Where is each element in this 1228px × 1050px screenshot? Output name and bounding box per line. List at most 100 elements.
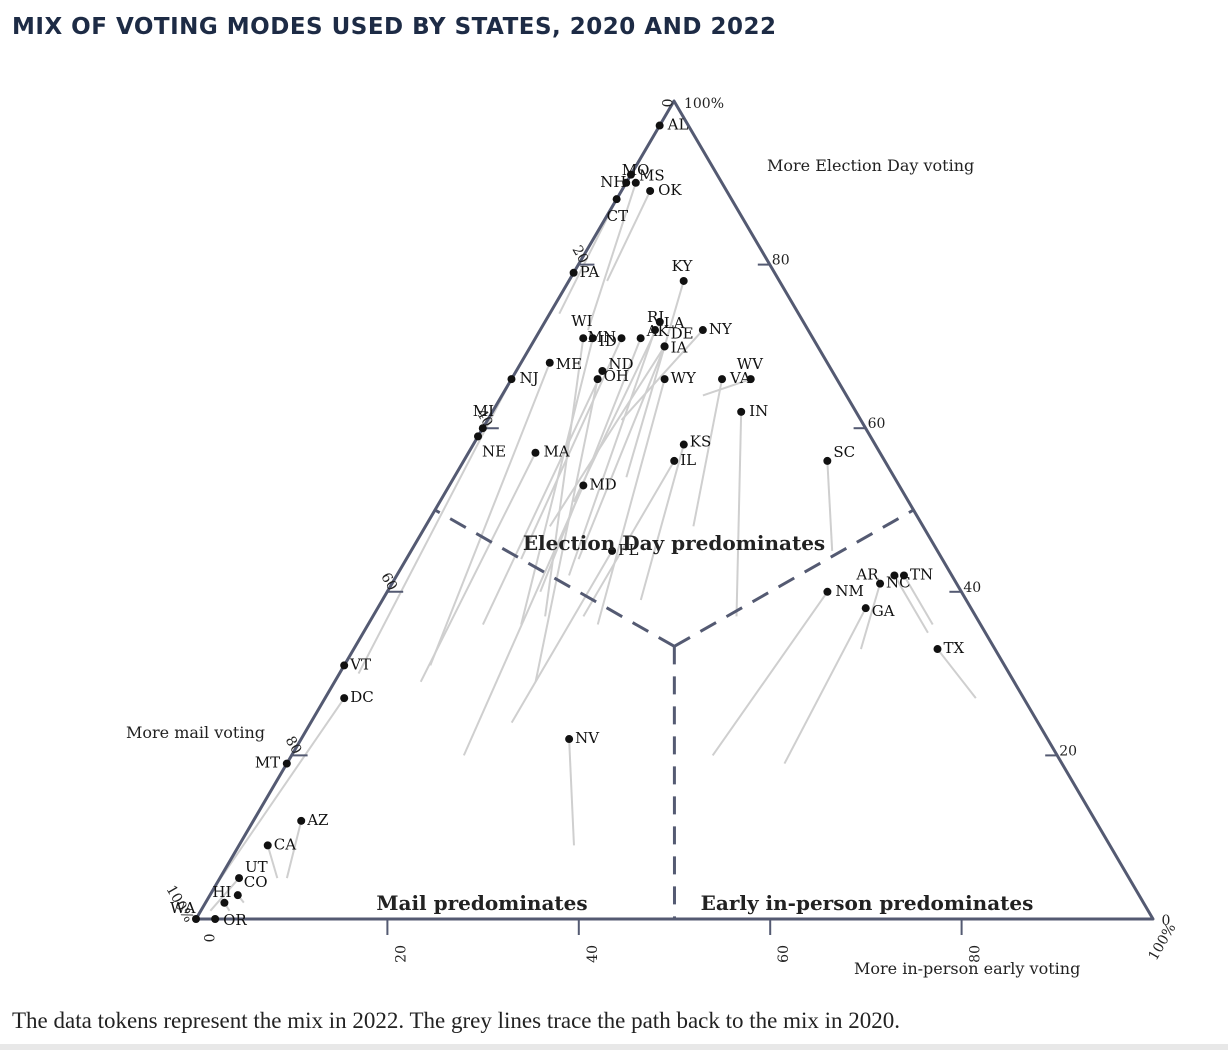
trace-line-ca — [266, 845, 279, 879]
point-ca[interactable] — [263, 841, 272, 850]
point-ms[interactable] — [626, 170, 635, 179]
tick-ed-100: 100% — [684, 96, 724, 112]
footer-band — [0, 1044, 1228, 1050]
trace-line-de — [549, 345, 666, 527]
chart-title: MIX OF VOTING MODES USED BY STATES, 2020… — [12, 14, 777, 40]
point-ar[interactable] — [890, 571, 899, 580]
point-vt[interactable] — [340, 661, 349, 670]
point-label-al: AL — [667, 116, 689, 134]
point-mo[interactable] — [631, 178, 640, 187]
trace-line-ma — [419, 452, 537, 683]
trace-line-wi — [544, 338, 585, 617]
point-ny[interactable] — [698, 326, 707, 335]
point-ma[interactable] — [531, 448, 540, 457]
point-label-nc: NC — [886, 574, 911, 592]
point-label-mt: MT — [255, 754, 280, 772]
point-label-va: VA — [729, 369, 751, 387]
region-label-mail: Mail predominates — [376, 891, 587, 915]
point-label-ma: MA — [543, 443, 569, 461]
point-sc[interactable] — [823, 456, 832, 465]
point-label-hi: HI — [212, 883, 231, 901]
point-ne[interactable] — [474, 432, 483, 441]
point-ky[interactable] — [679, 276, 688, 285]
trace-line-oh — [534, 378, 599, 682]
point-ok[interactable] — [646, 186, 655, 195]
point-label-ct: CT — [607, 207, 628, 225]
trace-line-az — [285, 820, 303, 879]
point-nc[interactable] — [876, 579, 885, 588]
point-ga[interactable] — [861, 604, 870, 613]
point-nv[interactable] — [565, 735, 574, 744]
point-ct[interactable] — [612, 195, 621, 204]
point-az[interactable] — [297, 816, 306, 825]
trace-line-wy — [596, 378, 666, 625]
point-wi[interactable] — [579, 334, 588, 343]
tick-ed-60: 60 — [868, 416, 886, 432]
point-mn[interactable] — [617, 334, 626, 343]
point-label-az: AZ — [306, 811, 328, 829]
point-in[interactable] — [737, 407, 746, 416]
trace-line-me — [429, 362, 551, 666]
point-label-il: IL — [680, 451, 696, 469]
point-label-la: LA — [664, 314, 685, 332]
divider-mail-electionday — [434, 508, 676, 648]
tick-ed-40: 40 — [963, 580, 981, 596]
point-ri[interactable] — [651, 326, 659, 335]
tick-mail-40: 40 — [473, 406, 496, 429]
point-la[interactable] — [655, 317, 664, 326]
point-md[interactable] — [579, 481, 588, 490]
tick-mail-0: 0 — [1162, 913, 1171, 929]
point-al[interactable] — [655, 121, 664, 130]
point-id[interactable] — [588, 334, 597, 343]
point-pa[interactable] — [569, 268, 578, 277]
triangle-frame — [194, 99, 1155, 921]
point-wv[interactable] — [746, 375, 755, 384]
point-ut[interactable] — [235, 874, 244, 883]
point-nh[interactable] — [622, 178, 631, 187]
tick-ed-80: 80 — [772, 253, 790, 269]
point-va[interactable] — [718, 375, 727, 384]
trace-line-va — [692, 378, 724, 527]
trace-line-ny — [620, 329, 704, 421]
point-wy[interactable] — [660, 375, 669, 384]
trace-line-wv — [702, 378, 752, 397]
point-label-nh: NH — [600, 173, 626, 191]
trace-line-tn — [903, 574, 934, 626]
point-label-oh: OH — [604, 367, 629, 385]
point-nm[interactable] — [823, 587, 832, 596]
point-ak[interactable] — [636, 334, 645, 343]
point-label-de: DE — [671, 324, 694, 342]
point-il[interactable] — [670, 456, 679, 465]
point-tn[interactable] — [899, 571, 908, 580]
divider-early-electionday — [673, 508, 915, 648]
point-dc[interactable] — [340, 694, 349, 703]
point-ia[interactable] — [660, 342, 669, 351]
point-mi[interactable] — [478, 424, 487, 433]
point-label-in: IN — [749, 402, 768, 420]
point-label-me: ME — [556, 355, 582, 373]
trace-line-dc — [214, 697, 346, 887]
point-wa[interactable] — [192, 915, 200, 923]
point-me[interactable] — [545, 358, 554, 367]
point-label-fl: FL — [618, 541, 638, 559]
point-co[interactable] — [233, 891, 242, 900]
point-nj[interactable] — [507, 375, 516, 384]
point-or[interactable] — [211, 915, 220, 923]
point-nd[interactable] — [598, 366, 607, 375]
point-label-sc: SC — [833, 443, 855, 461]
trace-line-mn — [520, 337, 623, 560]
point-oh[interactable] — [593, 375, 602, 384]
point-fl[interactable] — [608, 546, 617, 555]
tick-ed-0: 0 — [200, 934, 216, 943]
point-ks[interactable] — [679, 440, 688, 449]
trace-line-mo — [587, 182, 637, 331]
trace-line-ut — [209, 877, 240, 912]
point-label-wa: WA — [170, 899, 196, 917]
tick-early-40: 40 — [585, 945, 601, 963]
point-tx[interactable] — [933, 645, 942, 654]
point-hi[interactable] — [220, 898, 229, 907]
point-label-wi: WI — [571, 312, 592, 330]
trace-line-fl — [510, 550, 613, 724]
point-mt[interactable] — [282, 759, 291, 768]
